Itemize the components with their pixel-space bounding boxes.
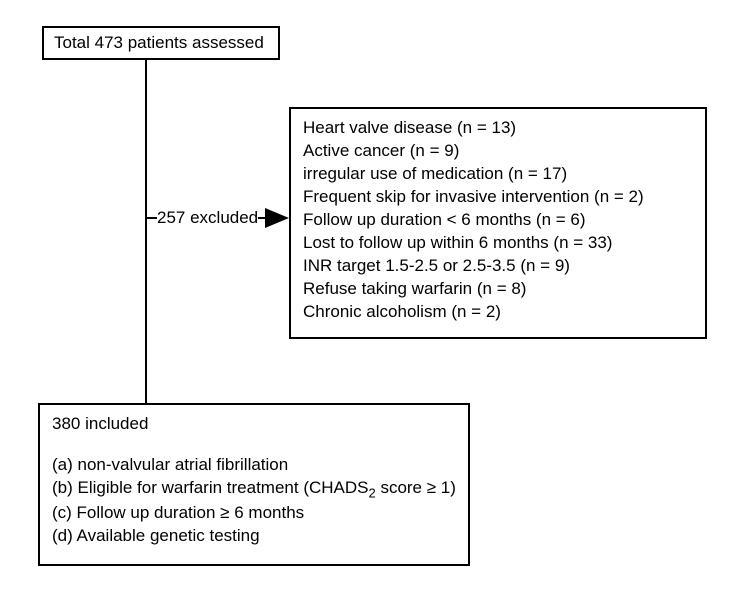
inclusion-criterion: (c) Follow up duration ≥ 6 months	[52, 502, 456, 525]
excluded-count-label: 257 excluded	[157, 208, 258, 228]
inclusion-criterion: (d) Available genetic testing	[52, 525, 456, 548]
exclusion-line: Frequent skip for invasive intervention …	[303, 186, 693, 209]
inclusion-criterion: (b) Eligible for warfarin treatment (CHA…	[52, 477, 456, 502]
assessed-text: Total 473 patients assessed	[54, 32, 264, 55]
assessed-box: Total 473 patients assessed	[42, 26, 280, 60]
excluded-count-text: 257 excluded	[157, 208, 258, 227]
exclusion-line: irregular use of medication (n = 17)	[303, 163, 693, 186]
inclusion-criterion: (a) non-valvular atrial fibrillation	[52, 454, 456, 477]
exclusion-line: Chronic alcoholism (n = 2)	[303, 301, 693, 324]
included-box: 380 included (a) non-valvular atrial fib…	[38, 403, 470, 566]
exclusion-line: Active cancer (n = 9)	[303, 140, 693, 163]
exclusion-line: Lost to follow up within 6 months (n = 3…	[303, 232, 693, 255]
included-title: 380 included	[52, 413, 456, 436]
exclusion-line: Refuse taking warfarin (n = 8)	[303, 278, 693, 301]
spacer	[52, 436, 456, 454]
exclusion-line: Heart valve disease (n = 13)	[303, 117, 693, 140]
exclusion-line: INR target 1.5-2.5 or 2.5-3.5 (n = 9)	[303, 255, 693, 278]
exclusion-reasons-box: Heart valve disease (n = 13) Active canc…	[289, 107, 707, 339]
exclusion-line: Follow up duration < 6 months (n = 6)	[303, 209, 693, 232]
